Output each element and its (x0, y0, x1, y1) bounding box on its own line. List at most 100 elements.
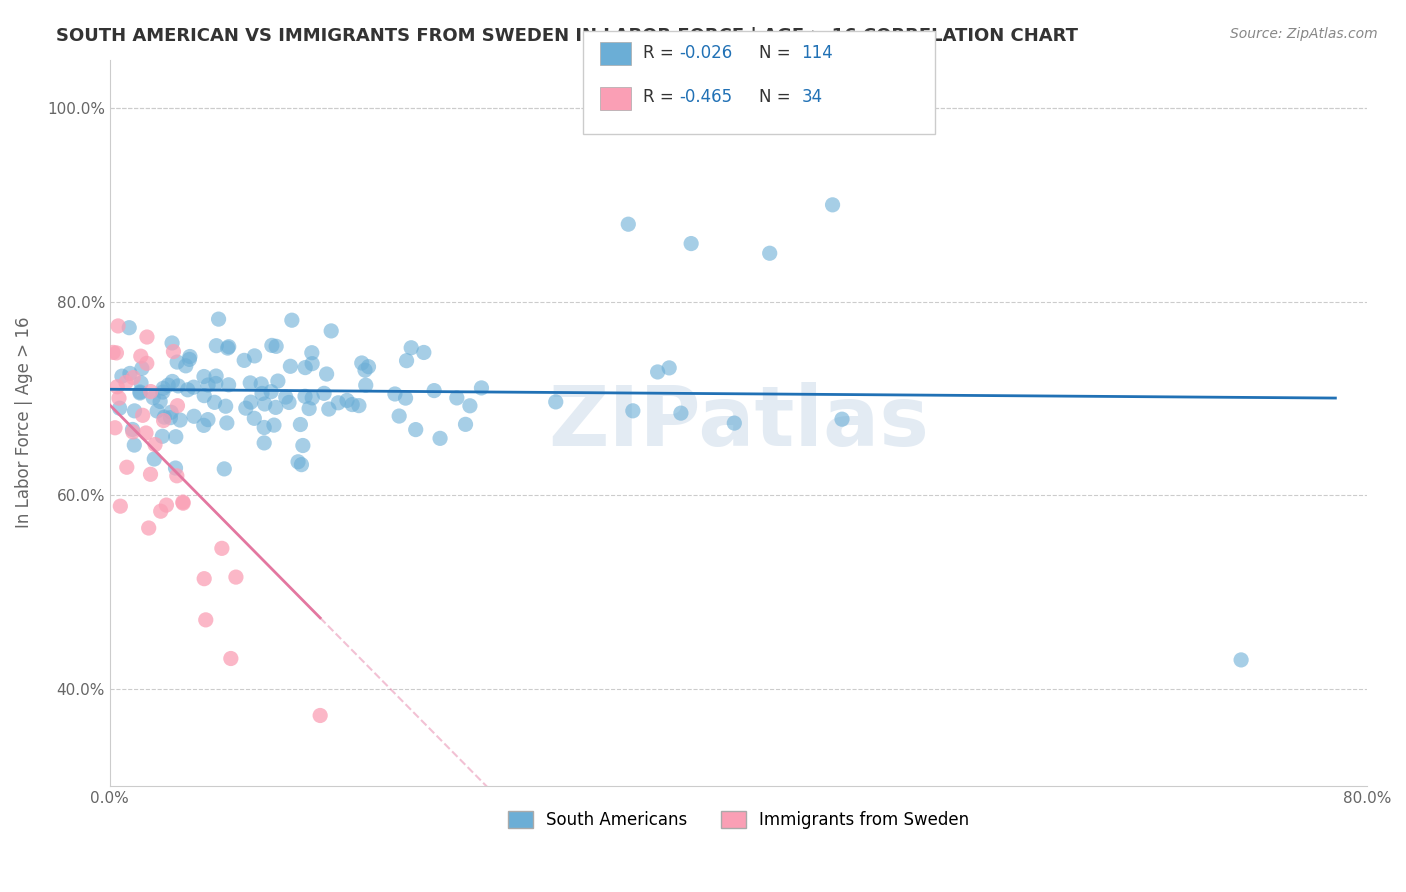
Point (423, 384, 446, 398)
Point (160, 405, 183, 419)
Point (152, 381, 174, 395)
Point (197, 412, 219, 426)
Point (108, 391, 131, 405)
Point (105, 380, 128, 394)
Point (253, 436, 276, 450)
Point (309, 708, 332, 723)
Point (621, 404, 644, 418)
Point (205, 339, 228, 353)
Point (321, 324, 343, 338)
Y-axis label: In Labor Force | Age > 16: In Labor Force | Age > 16 (15, 317, 32, 528)
Point (110, 499, 132, 513)
Point (250, 376, 273, 391)
Point (1230, 653, 1253, 667)
Point (446, 391, 468, 405)
Point (172, 495, 194, 509)
Point (253, 397, 276, 411)
Point (193, 572, 215, 586)
Point (354, 363, 377, 377)
Point (294, 389, 316, 403)
Point (152, 385, 174, 400)
Point (290, 417, 312, 432)
Point (160, 336, 183, 351)
Point (155, 498, 177, 512)
Point (287, 455, 309, 469)
Point (294, 360, 316, 375)
Point (412, 345, 434, 359)
Point (153, 410, 176, 425)
Point (274, 390, 297, 404)
Point (218, 340, 240, 354)
Point (139, 384, 162, 399)
Point (211, 541, 233, 556)
Point (124, 404, 146, 418)
Point (235, 401, 257, 416)
Point (264, 401, 287, 415)
Text: R =: R = (643, 88, 679, 106)
Point (165, 461, 187, 475)
Point (207, 312, 229, 326)
Point (280, 359, 302, 374)
Point (219, 651, 242, 665)
Point (218, 377, 240, 392)
Point (162, 344, 184, 359)
Point (165, 430, 187, 444)
Point (405, 423, 427, 437)
Point (290, 458, 312, 472)
Point (131, 409, 153, 423)
Point (179, 352, 201, 367)
Point (101, 345, 124, 359)
Point (347, 399, 370, 413)
Point (193, 418, 215, 433)
Point (669, 406, 692, 420)
Legend: South Americans, Immigrants from Sweden: South Americans, Immigrants from Sweden (501, 804, 976, 836)
Point (298, 401, 321, 416)
Point (143, 437, 166, 451)
Text: N =: N = (759, 44, 796, 62)
Point (121, 425, 143, 439)
Point (214, 462, 236, 476)
Point (194, 613, 217, 627)
Point (315, 367, 337, 381)
Point (142, 391, 165, 405)
Point (166, 355, 188, 369)
Point (301, 391, 323, 405)
Point (135, 425, 157, 440)
Text: R =: R = (643, 44, 679, 62)
Point (172, 496, 194, 510)
Point (328, 396, 350, 410)
Text: N =: N = (759, 88, 796, 106)
Point (149, 394, 172, 409)
Point (544, 395, 567, 409)
Point (681, 236, 703, 251)
Point (336, 393, 359, 408)
Point (111, 369, 134, 384)
Text: Source: ZipAtlas.com: Source: ZipAtlas.com (1230, 27, 1378, 41)
Point (157, 378, 180, 392)
Point (314, 386, 336, 401)
Point (243, 349, 266, 363)
Point (105, 346, 128, 360)
Point (118, 320, 141, 334)
Point (124, 438, 146, 452)
Point (758, 246, 780, 260)
Point (395, 353, 418, 368)
Point (108, 401, 131, 416)
Point (204, 395, 226, 409)
Point (831, 412, 853, 426)
Point (340, 398, 363, 412)
Point (260, 384, 283, 399)
Point (104, 421, 127, 435)
Text: 114: 114 (801, 44, 834, 62)
Text: -0.465: -0.465 (679, 88, 733, 106)
Point (139, 467, 162, 482)
Point (617, 217, 640, 231)
Point (122, 370, 145, 384)
Point (115, 460, 138, 475)
Point (239, 376, 262, 390)
Point (454, 417, 477, 432)
Point (263, 418, 285, 433)
Point (162, 375, 184, 389)
Point (821, 198, 844, 212)
Point (174, 359, 197, 373)
